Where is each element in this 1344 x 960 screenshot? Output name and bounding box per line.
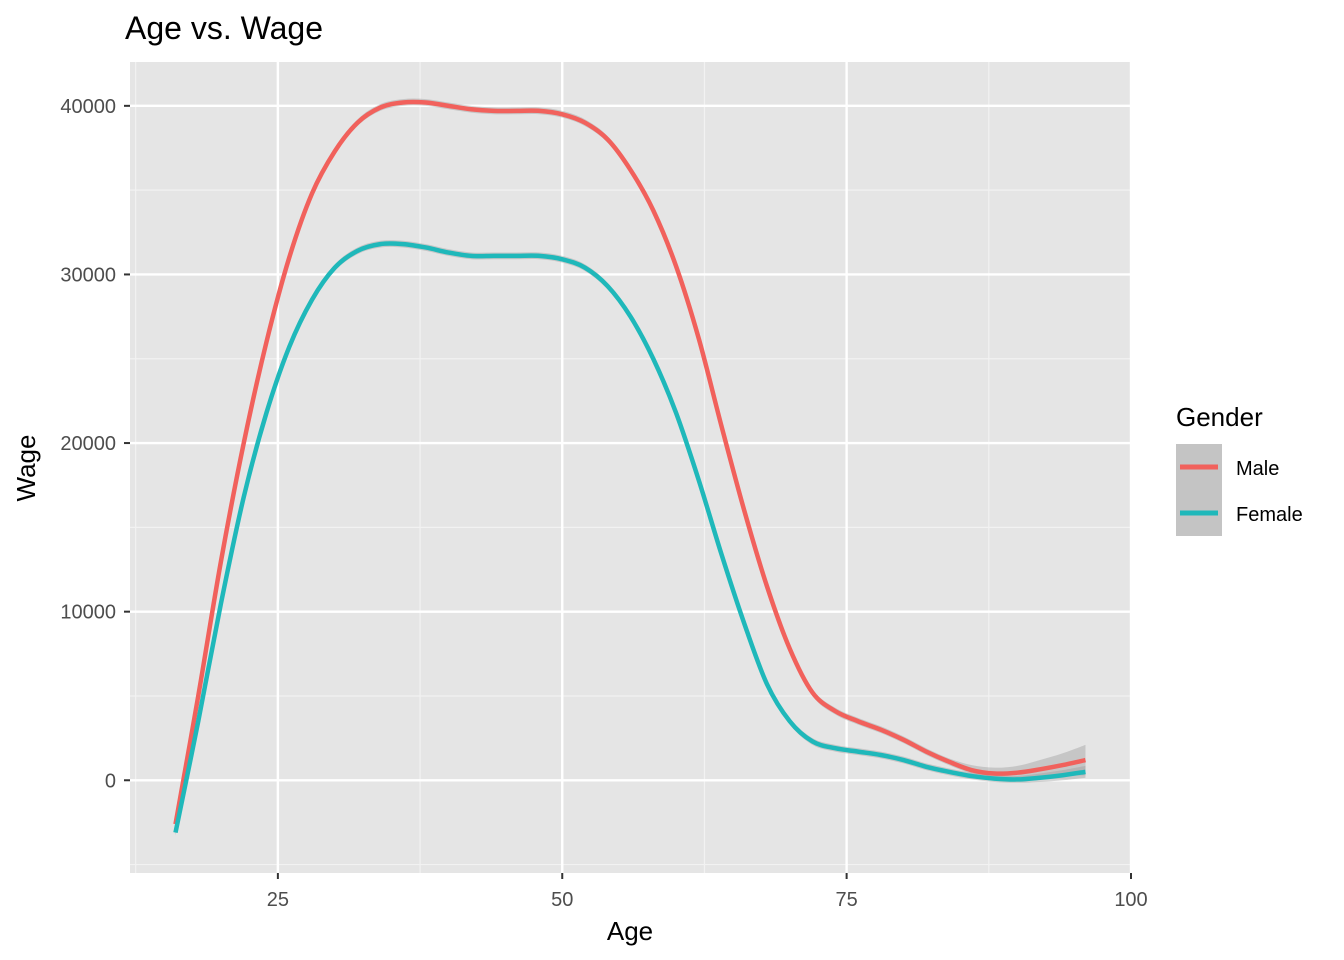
x-axis-title: Age — [607, 916, 653, 946]
x-tick-label: 100 — [1114, 889, 1147, 911]
y-tick-label: 20000 — [60, 433, 116, 455]
series-line-female — [173, 241, 1086, 833]
x-tick-label: 50 — [551, 889, 573, 911]
series-lines — [173, 99, 1086, 833]
legend-title: Gender — [1176, 402, 1263, 432]
major-gridlines — [130, 62, 1133, 873]
y-axis-title: Wage — [11, 435, 41, 502]
y-axis-ticks: 0 10000 20000 30000 40000 — [60, 96, 130, 792]
y-tick-label: 30000 — [60, 264, 116, 286]
x-tick-label: 75 — [836, 889, 858, 911]
x-axis-ticks: 25 50 75 100 — [267, 873, 1148, 911]
chart-title: Age vs. Wage — [125, 10, 323, 46]
plot-panel — [130, 62, 1131, 873]
series-line-male — [173, 99, 1086, 825]
minor-gridlines — [130, 62, 1131, 873]
x-tick-label: 25 — [267, 889, 289, 911]
y-tick-label: 0 — [105, 770, 116, 792]
legend-label-female: Female — [1236, 504, 1303, 526]
y-tick-label: 10000 — [60, 602, 116, 624]
legend: Gender Male Female — [1176, 402, 1303, 536]
legend-label-male: Male — [1236, 458, 1279, 480]
y-tick-label: 40000 — [60, 96, 116, 118]
